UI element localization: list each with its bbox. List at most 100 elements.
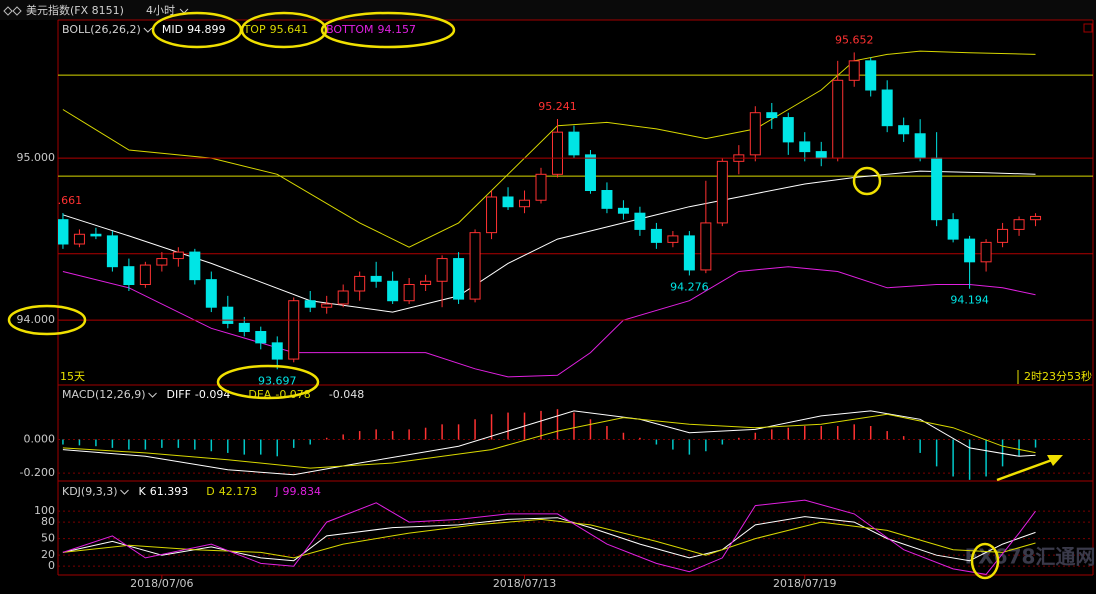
candle-body — [420, 280, 432, 286]
indicator-line — [62, 413, 1036, 469]
indicator-line — [62, 170, 1036, 313]
candle-body — [502, 196, 514, 208]
y-tick-label: -0.200 — [20, 466, 55, 479]
candle-body — [551, 131, 563, 175]
legend-name: MID — [162, 23, 183, 36]
y-tick-label: 100 — [34, 504, 55, 517]
legend-name: DIFF — [167, 388, 191, 401]
highlight-circle — [852, 166, 882, 196]
candle-body — [766, 112, 778, 119]
y-tick-label: 0 — [48, 559, 55, 572]
candle-body — [1013, 219, 1025, 230]
y-tick-label: 20 — [41, 548, 55, 561]
candle-body — [865, 60, 877, 91]
candle-body — [584, 154, 596, 192]
candle-body — [898, 125, 910, 135]
candle-body — [106, 235, 118, 268]
y-tick-label: 80 — [41, 515, 55, 528]
candle-body — [914, 133, 926, 159]
candle-body — [617, 207, 629, 214]
candle-body — [997, 228, 1009, 243]
candle-body — [716, 160, 728, 224]
candle-body — [931, 157, 943, 221]
candle-body — [650, 228, 662, 243]
y-tick-label: 0.000 — [24, 432, 56, 445]
candle-body — [749, 112, 761, 156]
candle-body — [634, 212, 646, 230]
period[interactable]: 4小时 — [146, 4, 175, 17]
candle-body — [172, 251, 184, 260]
histogram-value: -0.048 — [329, 388, 364, 401]
legend-name: D — [206, 485, 214, 498]
candle-body — [881, 89, 893, 127]
high-label: 95.652 — [835, 33, 874, 46]
candle-body — [683, 235, 695, 271]
legend-value: 42.173 — [219, 485, 258, 498]
candle-body — [139, 264, 151, 286]
y-tick-label: 94.000 — [17, 313, 56, 326]
legend-value: -0.078 — [275, 388, 310, 401]
y-tick-label: 95.000 — [17, 151, 56, 164]
candle-body — [486, 196, 498, 234]
price-panel: 94.661 93.697 95.241 94.276 95.652 94.194 — [44, 33, 1093, 387]
candle-body — [848, 60, 860, 81]
indicator-line — [62, 50, 1036, 248]
candle-body — [304, 300, 316, 308]
candle-body — [288, 300, 300, 360]
candle-body — [601, 190, 613, 209]
low-label: 93.697 — [258, 374, 297, 387]
chart-title: 美元指数(FX 8151) — [26, 3, 124, 17]
x-tick-label: 2018/07/19 — [773, 577, 836, 590]
high-label: 94.661 — [44, 194, 83, 207]
candle-body — [700, 222, 712, 271]
candle-body — [58, 219, 69, 245]
candle-body — [469, 232, 481, 300]
candle-body — [189, 251, 201, 281]
candle-body — [238, 322, 250, 333]
countdown: 2时23分53秒 — [1024, 369, 1092, 383]
candle-body — [321, 303, 333, 308]
candle-body — [222, 306, 234, 324]
highlight-circle — [970, 542, 1000, 580]
highlight-circle — [216, 364, 320, 400]
indicator-line — [62, 499, 1036, 575]
annotations — [7, 11, 1063, 580]
arrow — [996, 458, 1053, 482]
candle-body — [436, 258, 448, 282]
indicator-dropdown — [120, 489, 129, 495]
title-bar — [0, 0, 1096, 20]
candle-body — [271, 342, 283, 360]
indicator-dropdown — [148, 392, 157, 398]
candle-body — [354, 275, 366, 292]
candle-body — [980, 241, 992, 263]
legend-name: J — [274, 485, 278, 498]
candle-body — [403, 284, 415, 302]
indicator-dropdown — [143, 27, 153, 33]
candle-body — [156, 258, 168, 266]
legend-value: -0.094 — [195, 388, 230, 401]
candle-body — [73, 233, 85, 245]
candle-body — [568, 131, 580, 156]
candle-body — [964, 238, 976, 263]
indicator-line — [62, 518, 1036, 559]
arrow-head — [1047, 455, 1063, 466]
candle-body — [1030, 215, 1042, 221]
low-label: 94.194 — [950, 294, 989, 307]
legend-name: BOTTOM — [326, 23, 373, 36]
high-label: 95.241 — [538, 100, 577, 113]
candle-body — [519, 199, 531, 208]
title-icons — [3, 6, 22, 16]
legend-name: TOP — [243, 23, 266, 36]
candle-body — [832, 79, 844, 159]
candle-body — [387, 280, 399, 302]
candle-body — [205, 279, 217, 308]
candle-body — [535, 173, 547, 201]
legend-value: 99.834 — [282, 485, 321, 498]
range-label: 15天 — [60, 370, 85, 383]
legend-value: 95.641 — [270, 23, 309, 36]
x-tick-label: 2018/07/13 — [493, 577, 556, 590]
candle-body — [370, 275, 382, 282]
panel-button[interactable] — [1083, 23, 1093, 33]
